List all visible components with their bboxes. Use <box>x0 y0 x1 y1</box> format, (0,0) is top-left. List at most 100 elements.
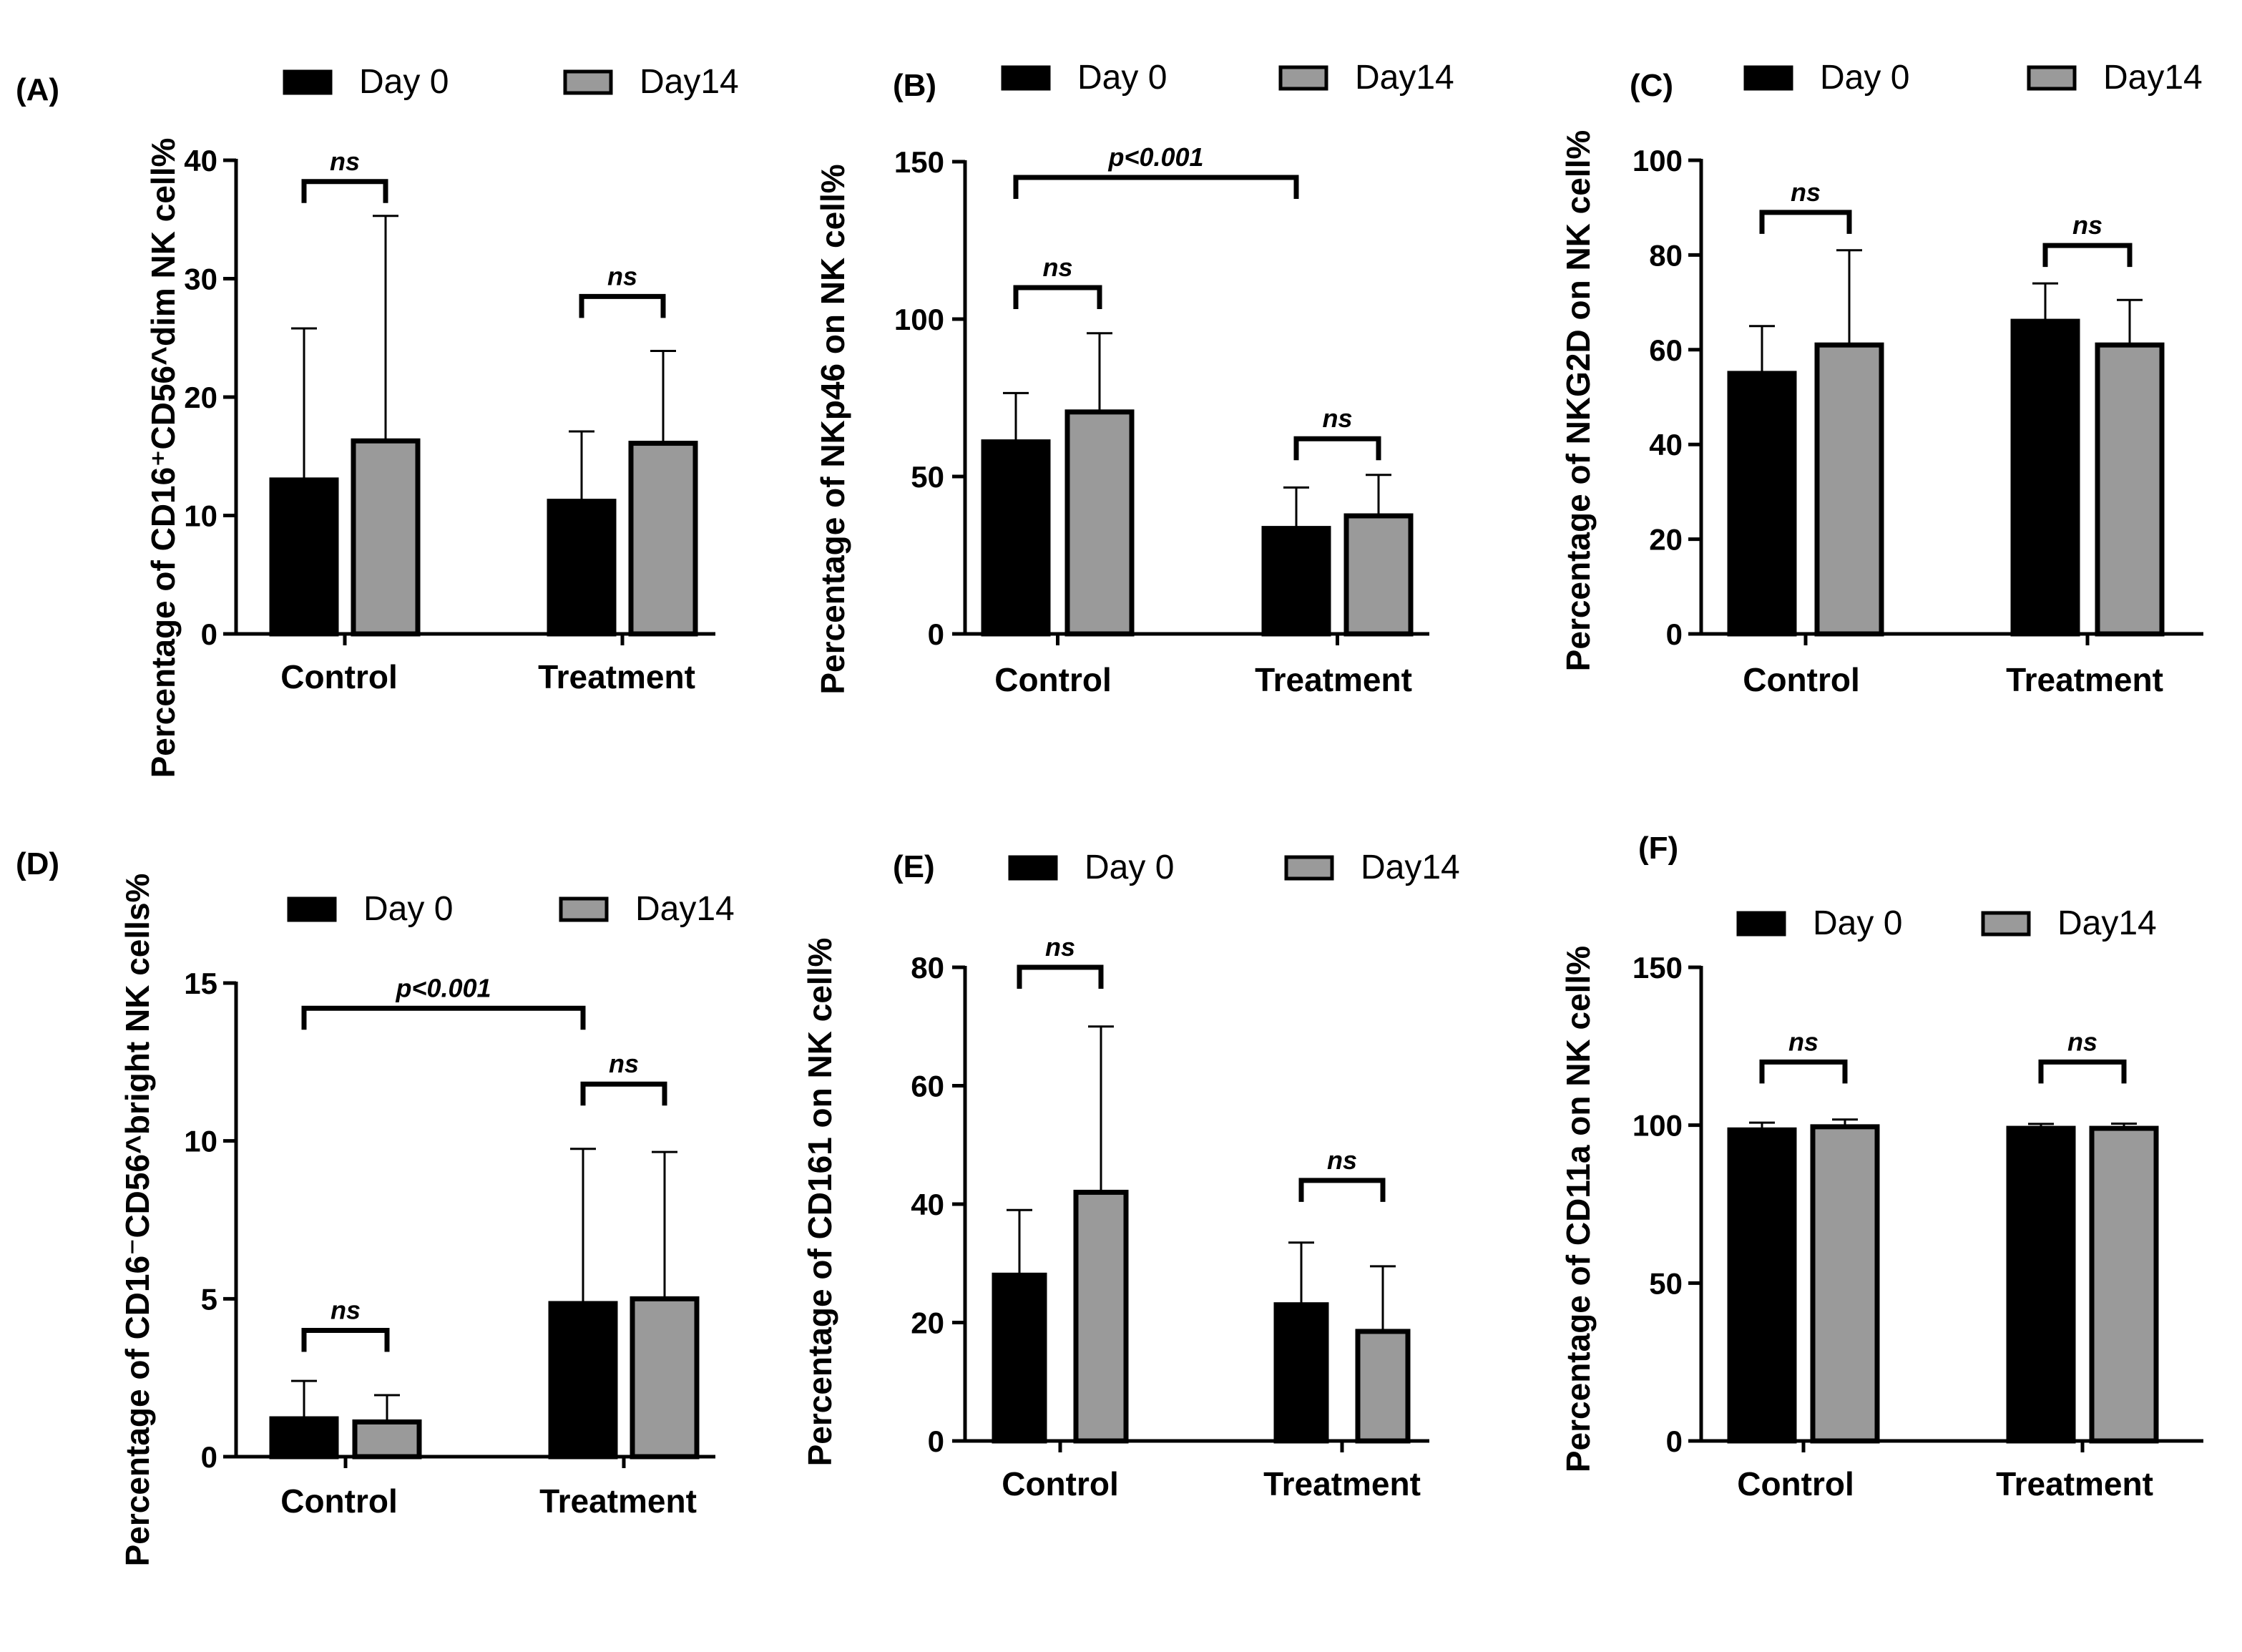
x-category-label: Treatment <box>1996 1465 2153 1502</box>
y-tick-label: 40 <box>1649 428 1683 461</box>
legend-swatch-day14 <box>2027 65 2077 91</box>
legend-label: Day14 <box>1361 849 1460 886</box>
y-tick-label: 50 <box>1649 1266 1683 1300</box>
bar-control-day0 <box>269 1416 339 1460</box>
bar-control-day0 <box>992 1272 1047 1444</box>
significance-label: p<0.001 <box>395 973 491 1002</box>
panel-letter: (D) <box>16 846 59 881</box>
chart-panel-e: (E) Day 0 Day14 Percentage of CD161 on NK c… <box>801 849 1460 1502</box>
legend-swatch-day0 <box>1001 65 1051 91</box>
y-tick-label: 60 <box>1649 333 1683 367</box>
significance-bracket <box>2038 1059 2127 1084</box>
x-category-label: Control <box>280 1482 398 1520</box>
y-tick-label: 15 <box>184 967 217 1000</box>
panel-letter: (C) <box>1630 68 1673 103</box>
significance-bracket <box>1298 1178 1386 1202</box>
legend-swatch-day0 <box>287 896 337 922</box>
legend-label: Day 0 <box>363 890 453 928</box>
significance-bracket <box>1759 1059 1848 1084</box>
y-tick-label: 0 <box>201 617 217 651</box>
chart-panel-b: (B) Day 0 Day14 Percentage of NKp46 on NK c… <box>814 59 1454 698</box>
panel-letter: (A) <box>16 72 59 107</box>
legend-swatch-day14 <box>1278 65 1328 91</box>
legend-label: Day14 <box>640 63 739 101</box>
legend-swatch-day0 <box>1743 65 1793 91</box>
bar-treatment-day0 <box>2006 1125 2076 1444</box>
significance-label: ns <box>609 1049 639 1078</box>
significance-label: ns <box>1322 404 1352 433</box>
bar-control-day14 <box>1064 409 1135 637</box>
significance-label: ns <box>1045 932 1075 962</box>
bar-control-day14 <box>1073 1189 1129 1444</box>
y-tick-label: 20 <box>911 1306 944 1340</box>
bar-control-day14 <box>1810 1124 1880 1444</box>
legend-label: Day 0 <box>1085 849 1174 886</box>
legend-label: Day 0 <box>1077 59 1167 97</box>
x-category-label: Control <box>1002 1465 1119 1502</box>
bar-treatment-day0 <box>1273 1302 1329 1444</box>
significance-label: ns <box>331 1295 361 1324</box>
chart-panel-a: (A) Day 0 Day14 Percentage of CD16⁺CD56^dim… <box>16 63 739 778</box>
x-category-label: Treatment <box>2006 661 2163 698</box>
x-category-label: Control <box>1743 661 1860 698</box>
legend-label: Day14 <box>2057 904 2157 942</box>
y-tick-label: 0 <box>928 617 944 651</box>
bar-treatment-day0 <box>548 1301 618 1460</box>
y-tick-label: 80 <box>911 951 944 984</box>
chart-panel-d: (D) Day 0 Day14 Percentage of CD16⁻CD56^bri… <box>16 846 735 1566</box>
significance-bracket <box>301 1327 390 1352</box>
significance-label: ns <box>2067 1027 2097 1056</box>
bar-control-day0 <box>1727 1127 1797 1444</box>
legend-swatch-day0 <box>283 69 333 95</box>
legend-swatch-day14 <box>1981 911 2031 937</box>
y-tick-label: 20 <box>1649 523 1683 557</box>
y-tick-label: 100 <box>1632 1109 1683 1143</box>
comparison-bracket <box>1013 175 1299 199</box>
y-tick-label: 40 <box>911 1188 944 1221</box>
x-category-label: Control <box>1737 1465 1854 1502</box>
y-tick-label: 60 <box>911 1070 944 1103</box>
y-tick-label: 50 <box>911 460 944 494</box>
legend-label: Day 0 <box>1820 59 1909 97</box>
significance-bracket <box>301 179 388 203</box>
significance-bracket <box>1293 436 1381 461</box>
y-axis-label: Percentage of CD161 on NK cell% <box>801 938 838 1467</box>
y-tick-label: 20 <box>184 381 217 414</box>
legend-label: Day 0 <box>359 63 449 101</box>
panel-letter: (B) <box>893 68 936 103</box>
legend-label: Day14 <box>2103 59 2203 97</box>
bar-treatment-day14 <box>628 441 698 637</box>
significance-label: ns <box>1042 253 1072 282</box>
bar-control-day14 <box>1814 342 1884 637</box>
x-category-label: Control <box>280 658 398 695</box>
significance-label: ns <box>1791 177 1821 207</box>
significance-bracket <box>580 1081 667 1106</box>
comparison-bracket <box>301 1005 586 1030</box>
significance-bracket <box>579 293 666 318</box>
x-category-label: Treatment <box>1263 1465 1421 1502</box>
significance-label: p<0.001 <box>1107 142 1203 172</box>
legend-swatch-day14 <box>1284 855 1334 881</box>
bar-control-day0 <box>1727 371 1797 637</box>
bar-treatment-day14 <box>1355 1329 1411 1444</box>
y-axis-label: Percentage of CD16⁻CD56^bright NK cells% <box>119 874 156 1567</box>
significance-label: ns <box>1788 1027 1818 1056</box>
y-tick-label: 80 <box>1649 238 1683 272</box>
y-tick-label: 0 <box>928 1424 944 1458</box>
significance-label: ns <box>2072 210 2103 240</box>
significance-label: ns <box>1327 1145 1357 1175</box>
legend-swatch-day0 <box>1008 855 1058 881</box>
significance-bracket <box>1013 285 1102 309</box>
panel-letter: (F) <box>1638 831 1678 866</box>
y-tick-label: 40 <box>184 144 217 177</box>
y-tick-label: 150 <box>894 145 944 179</box>
significance-bracket <box>1017 964 1104 989</box>
y-tick-label: 5 <box>201 1282 217 1316</box>
significance-bracket <box>2042 243 2133 268</box>
bar-treatment-day14 <box>1343 513 1414 637</box>
y-axis-label: Percentage of CD16⁺CD56^dim NK cell% <box>145 138 182 778</box>
x-category-label: Control <box>994 661 1112 698</box>
bar-control-day0 <box>269 477 339 637</box>
x-category-label: Treatment <box>539 1482 697 1520</box>
